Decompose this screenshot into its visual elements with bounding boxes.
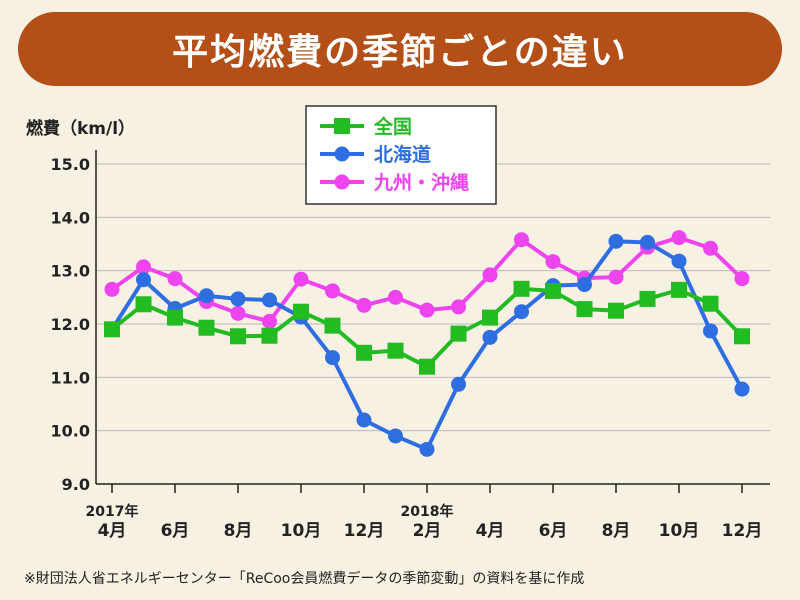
data-point xyxy=(230,328,246,345)
data-point xyxy=(514,232,529,248)
data-point xyxy=(639,290,656,307)
y-tick-label: 11.0 xyxy=(51,368,90,387)
data-point xyxy=(388,428,403,444)
data-point xyxy=(451,299,466,315)
x-tick-label: 4月 xyxy=(98,521,127,541)
legend-swatch-marker xyxy=(334,118,350,134)
title-banner: 平均燃費の季節ごとの違い xyxy=(18,12,782,86)
data-point xyxy=(608,269,624,285)
data-point xyxy=(545,254,561,270)
legend-label: 北海道 xyxy=(374,143,431,166)
data-point xyxy=(262,313,277,329)
x-year-label: 2018年 xyxy=(401,503,454,520)
chart-title: 平均燃費の季節ごとの違い xyxy=(172,32,628,73)
source-footnote: ※財団法人省エネルギーセンター「ReCoo会員燃費データの季節変動」の資料を基に… xyxy=(24,571,585,587)
data-point xyxy=(356,344,372,361)
y-tick-label: 15.0 xyxy=(51,155,90,174)
data-point xyxy=(356,297,372,313)
data-point xyxy=(419,302,435,318)
legend-swatch-marker xyxy=(334,174,350,190)
y-tick-label: 9.0 xyxy=(62,475,90,494)
series-group xyxy=(104,230,750,457)
data-point xyxy=(608,302,624,319)
data-point xyxy=(356,412,372,428)
data-point xyxy=(293,271,309,287)
data-point xyxy=(136,272,151,288)
data-point xyxy=(293,303,309,320)
x-tick-label: 6月 xyxy=(161,521,190,541)
data-point xyxy=(545,282,561,299)
data-point xyxy=(513,280,530,297)
data-point xyxy=(136,259,151,275)
y-axis-label: 燃費（km/l） xyxy=(26,118,135,139)
data-point xyxy=(325,283,340,299)
data-point xyxy=(419,358,435,375)
data-point xyxy=(734,381,750,397)
data-point xyxy=(198,319,215,336)
axes: 15.014.013.012.011.010.09.0燃費（km/l）4月201… xyxy=(26,118,770,541)
data-point xyxy=(576,301,593,318)
data-point xyxy=(325,350,340,366)
legend-label: 全国 xyxy=(373,115,412,138)
x-year-label: 2017年 xyxy=(86,503,139,520)
x-tick-label: 2月 xyxy=(413,521,442,541)
data-point xyxy=(702,295,719,312)
data-point xyxy=(387,342,404,359)
data-point xyxy=(388,289,403,305)
data-point xyxy=(167,309,183,326)
x-tick-label: 8月 xyxy=(224,521,253,541)
x-tick-label: 6月 xyxy=(539,521,568,541)
y-tick-label: 10.0 xyxy=(51,422,90,441)
data-point xyxy=(104,281,120,297)
data-point xyxy=(482,329,498,345)
x-tick-label: 12月 xyxy=(722,521,763,541)
data-point xyxy=(640,234,655,250)
data-point xyxy=(450,325,467,342)
data-point xyxy=(608,233,624,249)
x-tick-label: 10月 xyxy=(659,521,700,541)
data-point xyxy=(324,317,341,334)
x-tick-label: 4月 xyxy=(476,521,505,541)
data-point xyxy=(482,309,498,326)
data-point xyxy=(482,267,498,283)
data-point xyxy=(451,376,466,392)
data-point xyxy=(734,328,750,345)
data-point xyxy=(199,288,214,304)
legend-label: 九州・沖縄 xyxy=(373,171,469,194)
data-point xyxy=(261,327,278,344)
data-point xyxy=(419,441,435,457)
data-point xyxy=(167,271,183,287)
data-point xyxy=(514,304,529,320)
x-tick-label: 12月 xyxy=(344,521,385,541)
y-tick-label: 14.0 xyxy=(51,208,90,227)
data-point xyxy=(577,277,592,293)
data-point xyxy=(671,281,687,298)
x-tick-label: 8月 xyxy=(602,521,631,541)
series-line xyxy=(110,239,744,452)
data-point xyxy=(703,323,718,339)
data-point xyxy=(230,305,246,321)
data-point xyxy=(230,291,246,307)
legend-swatch-marker xyxy=(334,146,350,162)
data-point xyxy=(671,230,687,246)
y-tick-label: 13.0 xyxy=(51,262,90,281)
x-tick-label: 10月 xyxy=(281,521,322,541)
data-point xyxy=(262,292,277,308)
y-tick-label: 12.0 xyxy=(51,315,90,334)
data-point xyxy=(104,321,120,338)
data-point xyxy=(703,240,718,256)
data-point xyxy=(734,271,750,287)
data-point xyxy=(671,253,687,269)
data-point xyxy=(135,296,152,313)
